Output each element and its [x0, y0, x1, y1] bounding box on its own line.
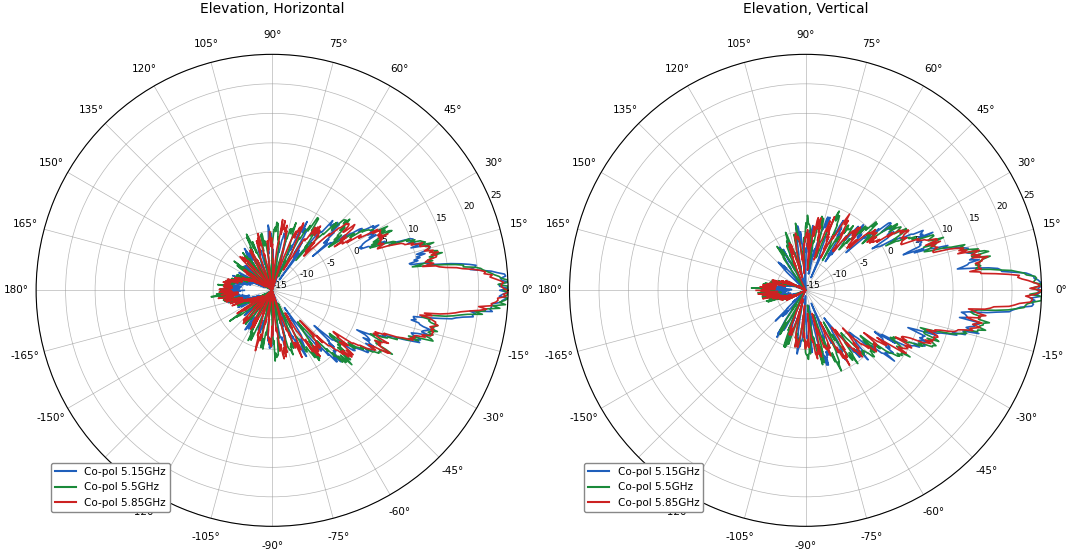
Title: Elevation, Vertical: Elevation, Vertical	[743, 2, 869, 16]
Legend: Co-pol 5.15GHz, Co-pol 5.5GHz, Co-pol 5.85GHz: Co-pol 5.15GHz, Co-pol 5.5GHz, Co-pol 5.…	[584, 463, 704, 512]
Legend: Co-pol 5.15GHz, Co-pol 5.5GHz, Co-pol 5.85GHz: Co-pol 5.15GHz, Co-pol 5.5GHz, Co-pol 5.…	[50, 463, 170, 512]
Title: Elevation, Horizontal: Elevation, Horizontal	[200, 2, 345, 16]
